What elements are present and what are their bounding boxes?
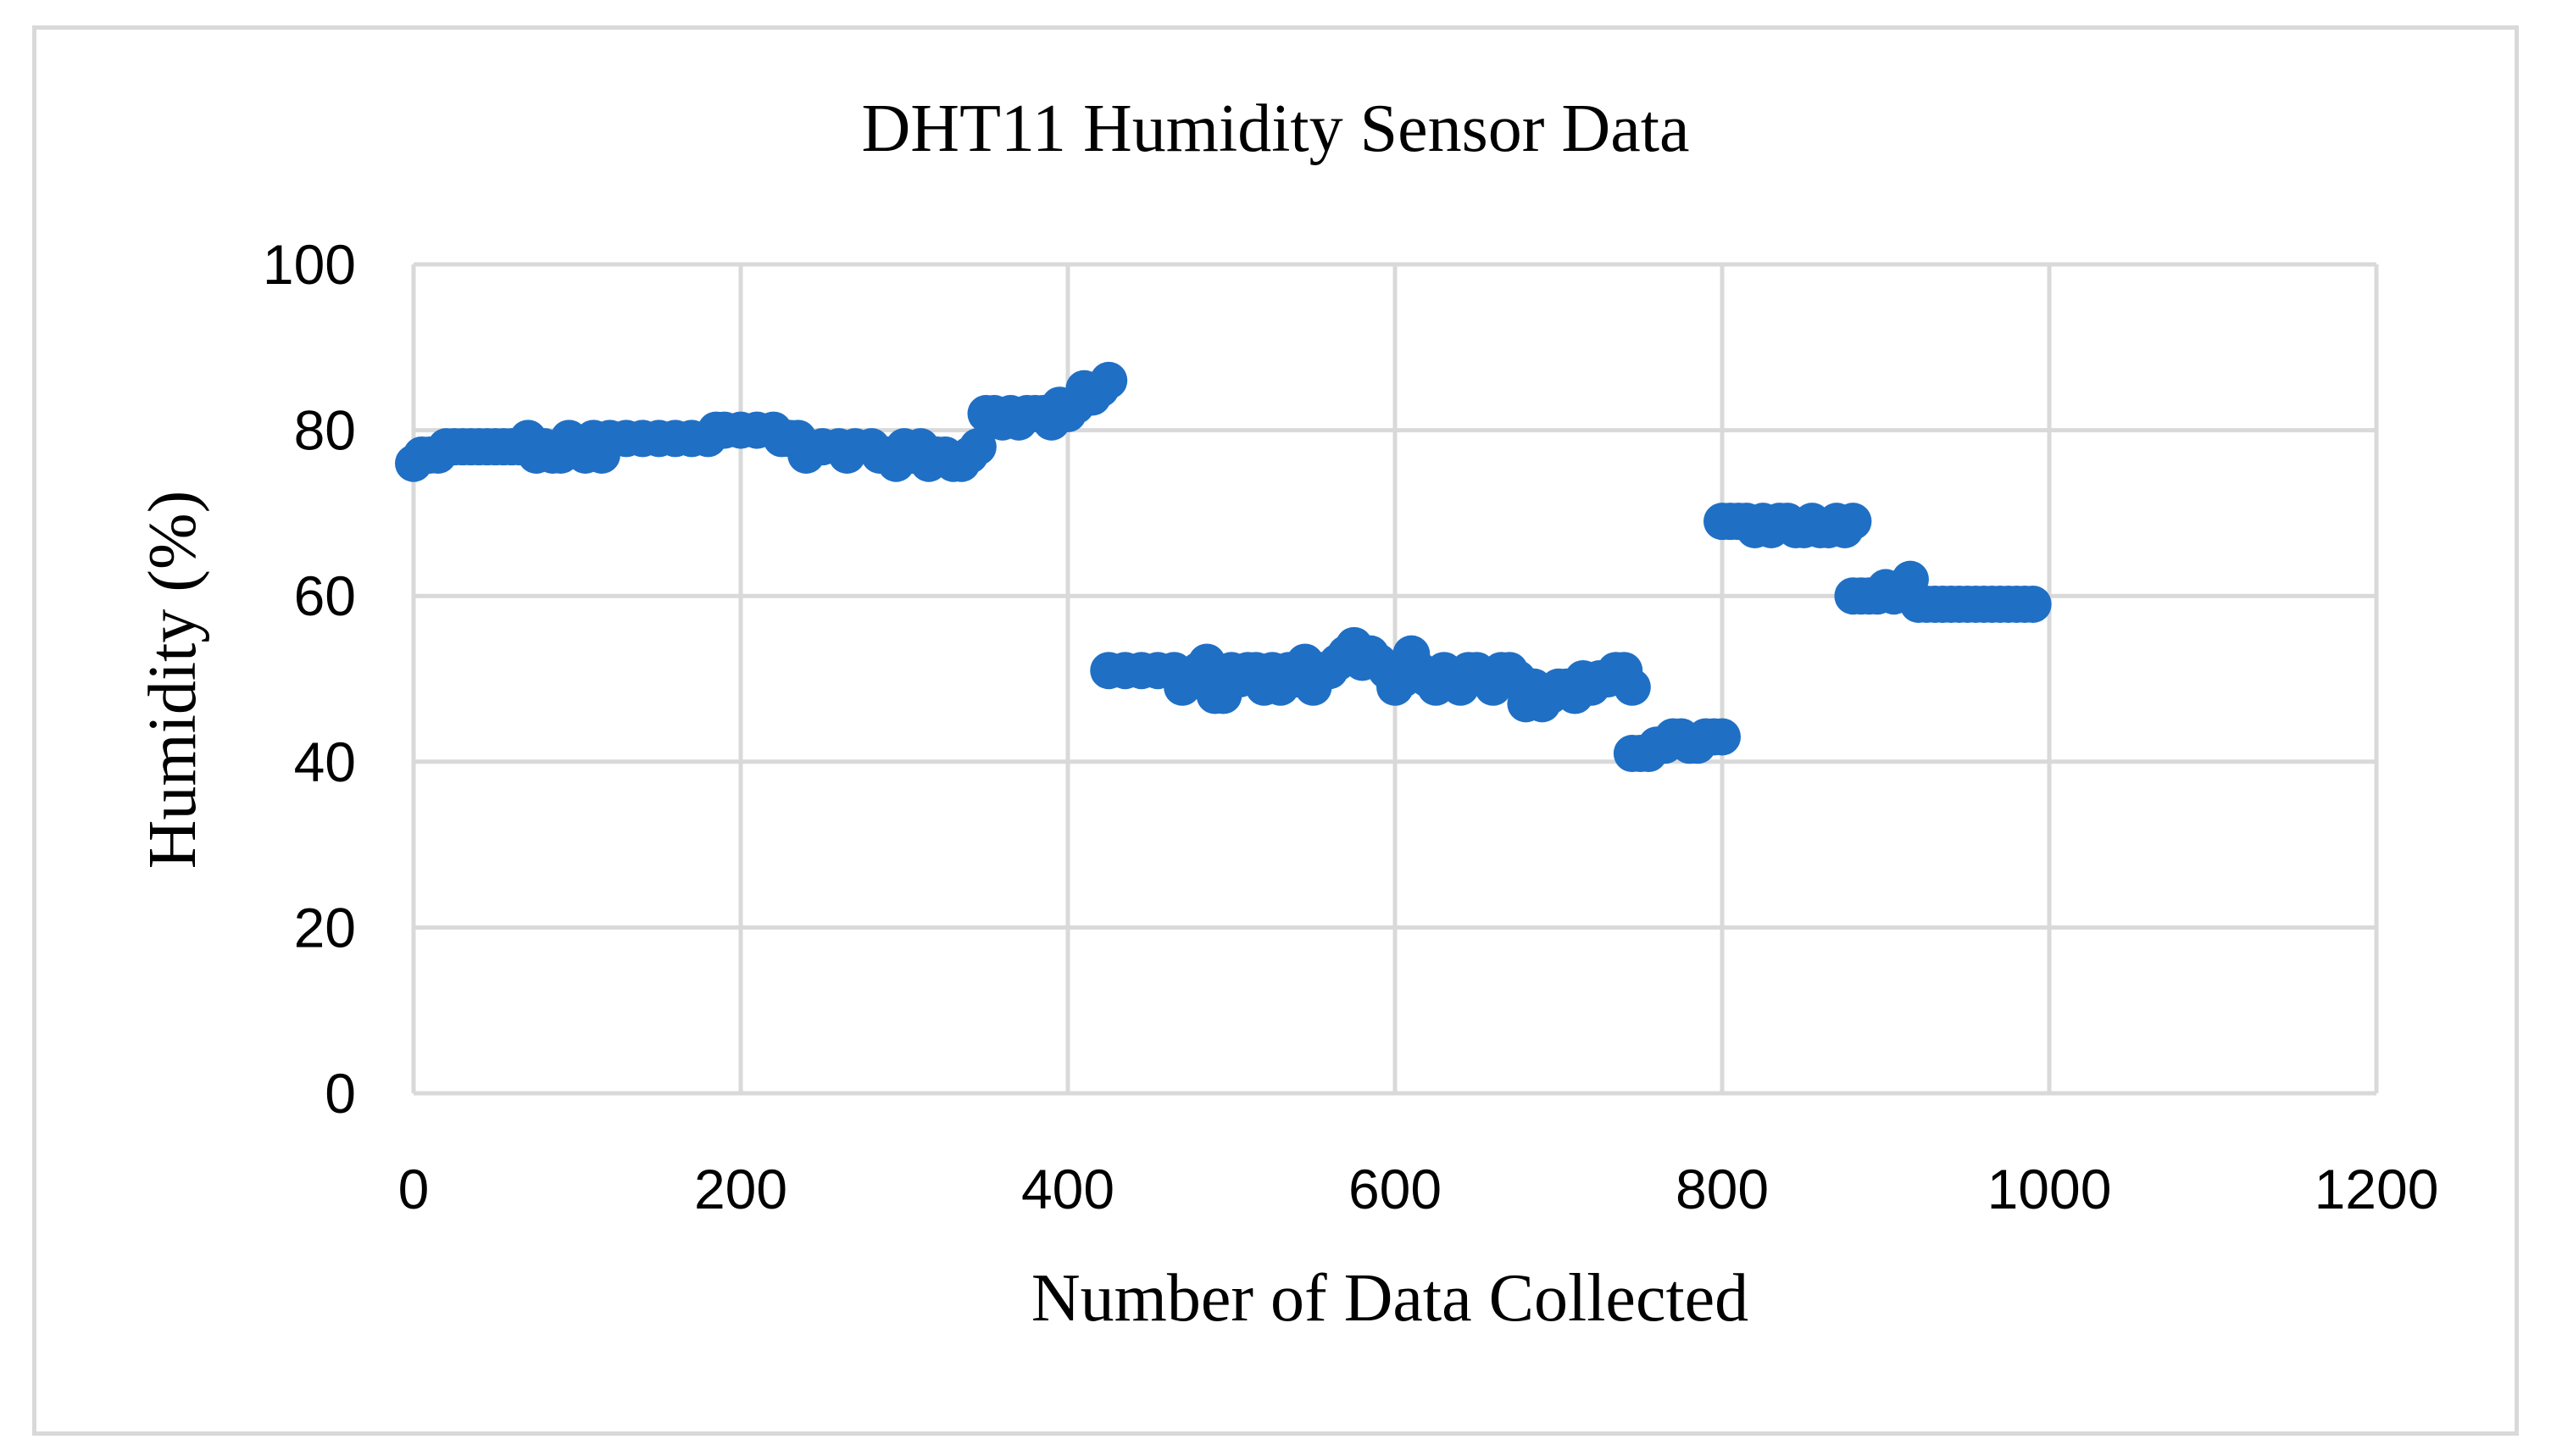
- y-axis-title: Humidity (%): [136, 491, 210, 870]
- x-tick-label: 800: [1676, 1158, 1769, 1220]
- data-point: [1834, 503, 1872, 541]
- axis-layer: [411, 264, 2376, 1096]
- x-tick-label: 1000: [1987, 1158, 2112, 1220]
- y-tick-label: 60: [294, 564, 356, 627]
- data-point: [959, 428, 997, 466]
- chart-title: DHT11 Humidity Sensor Data: [862, 92, 1690, 166]
- y-tick-label: 20: [294, 896, 356, 959]
- x-tick-label: 0: [398, 1158, 430, 1220]
- data-point: [1090, 361, 1128, 399]
- data-point: [2014, 585, 2052, 623]
- grid-layer: [414, 262, 2379, 1093]
- x-tick-label: 600: [1348, 1158, 1442, 1220]
- y-tick-label: 40: [294, 731, 356, 793]
- data-point: [1613, 668, 1651, 706]
- data-points-layer: [395, 361, 2052, 773]
- x-tick-label: 200: [694, 1158, 787, 1220]
- x-axis-title: Number of Data Collected: [1031, 1261, 1748, 1336]
- chart-frame: [32, 25, 2519, 1436]
- y-tick-label: 0: [325, 1062, 356, 1125]
- x-tick-label: 1200: [2315, 1158, 2439, 1220]
- x-tick-label: 400: [1021, 1158, 1114, 1220]
- y-tick-label: 100: [263, 233, 356, 296]
- y-tick-label: 80: [294, 399, 356, 462]
- data-point: [1703, 718, 1741, 756]
